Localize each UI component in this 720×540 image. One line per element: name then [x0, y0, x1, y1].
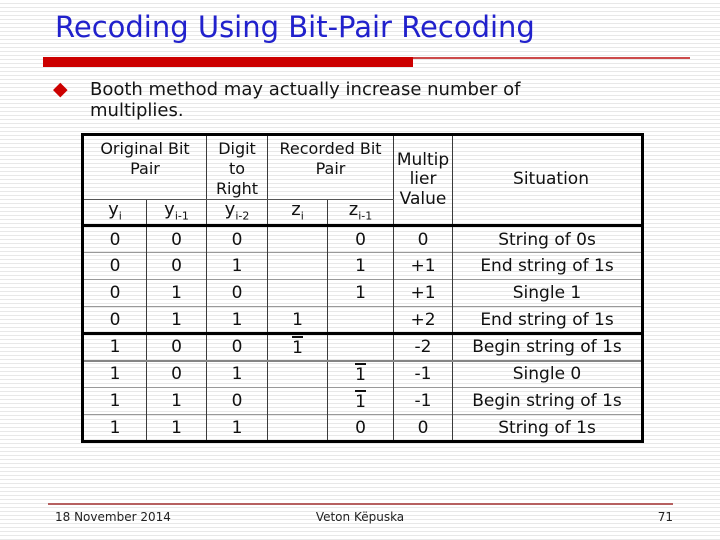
cell-multiplier: +2 [393, 306, 453, 334]
cell-multiplier: 0 [393, 225, 453, 253]
cell-situation: End string of 1s [452, 252, 643, 280]
footer-page-number: 71 [657, 510, 673, 524]
cell-yi-1: 0 [145, 225, 207, 253]
table-row: 1 0 0 1 -2 Begin string of 1s [82, 332, 643, 361]
overbar-one: 1 [355, 363, 366, 386]
diamond-bullet-icon: ◆ [53, 78, 68, 100]
cell-zi [267, 414, 328, 442]
cell-yi-1: 1 [145, 279, 207, 307]
cell-yi: 0 [82, 252, 147, 280]
col-header-zi-1: zi-1 [327, 199, 394, 227]
title-underline-bar [43, 57, 413, 67]
cell-zi-1: 0 [327, 414, 394, 442]
cell-yi-2: 0 [206, 332, 268, 361]
overbar-one: 1 [355, 390, 366, 412]
cell-situation: String of 1s [452, 414, 643, 442]
col-header-zi: zi [267, 199, 328, 227]
cell-situation: Begin string of 1s [452, 387, 643, 415]
cell-yi-2: 0 [206, 387, 268, 415]
cell-yi: 1 [82, 414, 147, 442]
cell-zi-1 [327, 332, 394, 361]
cell-yi-1: 1 [145, 414, 207, 442]
cell-zi-1: 1 [327, 387, 394, 415]
table-row: 0 0 0 0 0 String of 0s [82, 225, 643, 253]
cell-yi-2: 1 [206, 306, 268, 334]
bit-pair-recoding-table: Original Bit Pair Digit to Right Recorde… [81, 133, 645, 443]
cell-zi [267, 252, 328, 280]
cell-situation: End string of 1s [452, 306, 643, 334]
cell-situation: String of 0s [452, 225, 643, 253]
overbar-one: 1 [292, 336, 303, 359]
cell-zi-1: 1 [327, 359, 394, 388]
col-header-yi-2: yi-2 [206, 199, 268, 227]
cell-zi-1: 1 [327, 252, 394, 280]
cell-zi [267, 225, 328, 253]
cell-yi-1: 1 [145, 387, 207, 415]
cell-yi: 0 [82, 225, 147, 253]
cell-yi-1: 0 [145, 252, 207, 280]
cell-multiplier: +1 [393, 252, 453, 280]
cell-zi-1: 1 [327, 279, 394, 307]
col-header-multiplier-value: Multip lier Value [393, 134, 453, 227]
cell-multiplier: +1 [393, 279, 453, 307]
col-header-recorded-bit-pair: Recorded Bit Pair [267, 134, 394, 200]
table-row: 0 1 0 1 +1 Single 1 [82, 279, 643, 307]
cell-yi: 0 [82, 306, 147, 334]
cell-yi-2: 1 [206, 414, 268, 442]
table-subheader-row: yi yi-1 yi-2 zi zi-1 [82, 199, 643, 227]
col-header-original-bit-pair: Original Bit Pair [82, 134, 207, 200]
table-group-header-row: Original Bit Pair Digit to Right Recorde… [82, 134, 643, 227]
footer-divider-line [48, 503, 673, 505]
page-title: Recoding Using Bit-Pair Recoding [55, 10, 535, 44]
cell-multiplier: -1 [393, 359, 453, 388]
cell-zi-1 [327, 306, 394, 334]
bullet-text: Booth method may actually increase numbe… [90, 79, 521, 122]
cell-yi-2: 1 [206, 359, 268, 388]
table-row: 1 1 0 1 -1 Begin string of 1s [82, 387, 643, 415]
cell-zi: 1 [267, 332, 328, 361]
cell-yi-1: 0 [145, 359, 207, 388]
cell-zi [267, 359, 328, 388]
table-row: 0 0 1 1 +1 End string of 1s [82, 252, 643, 280]
cell-zi [267, 279, 328, 307]
cell-yi-2: 1 [206, 252, 268, 280]
table-row: 1 1 1 0 0 String of 1s [82, 414, 643, 442]
cell-yi-1: 1 [145, 306, 207, 334]
cell-yi-1: 0 [145, 332, 207, 361]
col-header-yi-1: yi-1 [145, 199, 207, 227]
cell-yi: 1 [82, 332, 147, 361]
cell-multiplier: -2 [393, 332, 453, 361]
cell-yi: 0 [82, 279, 147, 307]
cell-yi: 1 [82, 387, 147, 415]
cell-situation: Single 0 [452, 359, 643, 388]
table-row: 0 1 1 1 +2 End string of 1s [82, 306, 643, 334]
col-header-digit-to-right: Digit to Right [206, 134, 268, 200]
cell-situation: Begin string of 1s [452, 332, 643, 361]
title-underline-rule [413, 57, 690, 59]
cell-multiplier: 0 [393, 414, 453, 442]
col-header-yi: yi [82, 199, 147, 227]
cell-zi-1: 0 [327, 225, 394, 253]
cell-multiplier: -1 [393, 387, 453, 415]
col-header-situation: Situation [452, 134, 643, 227]
cell-yi-2: 0 [206, 279, 268, 307]
cell-zi: 1 [267, 306, 328, 334]
cell-yi-2: 0 [206, 225, 268, 253]
cell-zi [267, 387, 328, 415]
footer-author: Veton Këpuska [315, 510, 405, 524]
footer-date: 18 November 2014 [55, 510, 171, 524]
cell-situation: Single 1 [452, 279, 643, 307]
table-row: 1 0 1 1 -1 Single 0 [82, 359, 643, 388]
cell-yi: 1 [82, 359, 147, 388]
